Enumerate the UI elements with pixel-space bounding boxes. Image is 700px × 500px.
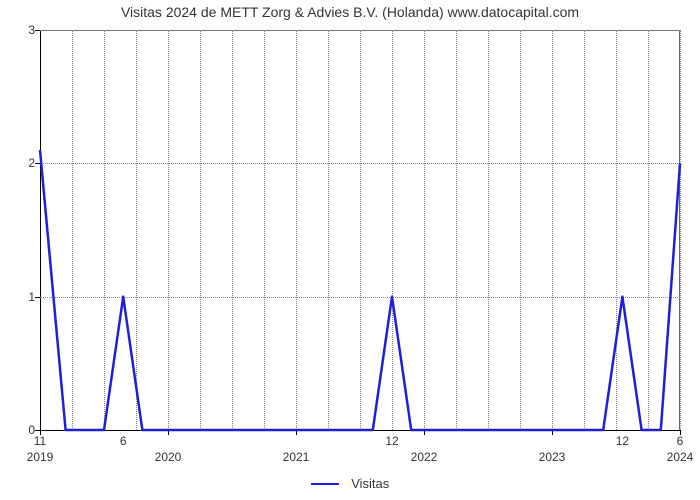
value-label: 12: [385, 434, 398, 448]
legend: Visitas: [0, 475, 700, 493]
gridline-vertical: [680, 30, 681, 430]
xtick-label: 2020: [155, 450, 182, 464]
xtick-label: 2023: [539, 450, 566, 464]
xtick-label: 2024: [667, 450, 694, 464]
value-label: 12: [616, 434, 629, 448]
chart-container: { "chart": { "type": "line", "title": "V…: [0, 0, 700, 500]
line-series: [40, 30, 680, 430]
ytick-label: 3: [5, 23, 35, 37]
value-label: 6: [120, 434, 127, 448]
legend-swatch: [311, 483, 339, 485]
xtick-label: 2021: [283, 450, 310, 464]
xtick-label: 2022: [411, 450, 438, 464]
value-label: 6: [677, 434, 684, 448]
legend-label: Visitas: [351, 476, 389, 491]
ytick-label: 2: [5, 156, 35, 170]
ytick-label: 1: [5, 290, 35, 304]
chart-title: Visitas 2024 de METT Zorg & Advies B.V. …: [0, 4, 700, 20]
xtick-label: 2019: [27, 450, 54, 464]
ytick-label: 0: [5, 423, 35, 437]
value-label: 11: [34, 434, 46, 448]
